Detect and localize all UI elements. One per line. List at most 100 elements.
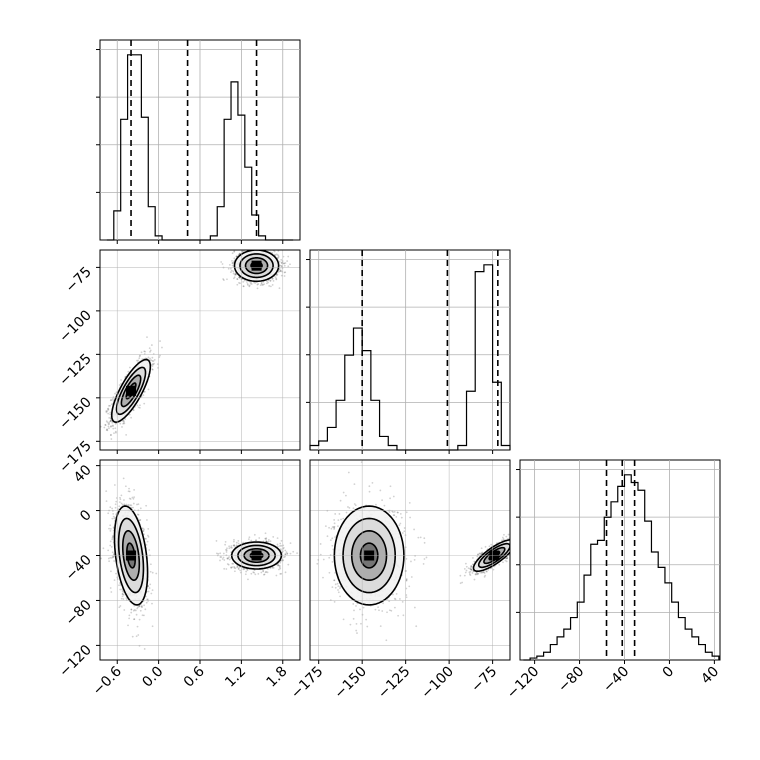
scatter-point	[265, 540, 268, 543]
scatter-point	[278, 566, 281, 569]
scatter-point	[123, 499, 125, 501]
scatter-point	[286, 552, 289, 555]
scatter-point	[223, 567, 226, 570]
scatter-point	[112, 425, 114, 428]
scatter-point	[112, 556, 115, 559]
scatter-point	[271, 278, 274, 280]
scatter-point	[136, 607, 139, 610]
scatter-point	[133, 618, 135, 621]
scatter-point	[109, 540, 112, 543]
scatter-point	[143, 390, 146, 393]
scatter-point	[238, 252, 241, 255]
scatter-point	[229, 267, 232, 270]
scatter-point	[150, 344, 153, 346]
scatter-point	[233, 276, 236, 279]
scatter-point	[120, 597, 123, 600]
scatter-point	[266, 280, 268, 283]
scatter-point	[284, 271, 287, 274]
scatter-point	[109, 544, 112, 547]
scatter-point	[112, 526, 115, 529]
scatter-point	[110, 433, 112, 436]
scatter-point	[143, 648, 146, 650]
scatter-point	[110, 419, 113, 422]
histogram-panel-2	[516, 459, 721, 661]
scatter-point	[122, 421, 125, 424]
scatter-point	[242, 285, 245, 288]
scatter-point	[276, 545, 279, 548]
scatter-point	[103, 426, 106, 429]
scatter-point	[283, 271, 286, 274]
scatter-point	[115, 572, 117, 575]
scatter-point	[228, 264, 231, 266]
scatter-point	[238, 246, 240, 248]
scatter-point	[112, 513, 115, 515]
scatter-point	[277, 254, 279, 256]
scatter-point	[137, 503, 140, 506]
scatter-point	[151, 363, 154, 366]
scatter-point	[128, 413, 131, 416]
scatter-point	[224, 543, 227, 546]
scatter-point	[134, 609, 137, 612]
scatter-point	[127, 370, 130, 373]
scatter-point	[233, 273, 236, 276]
scatter-point	[112, 535, 114, 537]
scatter-point	[121, 595, 124, 598]
scatter-point	[109, 411, 112, 414]
scatter-point	[122, 598, 125, 600]
scatter-point	[109, 527, 112, 530]
scatter-point	[128, 487, 130, 490]
scatter-point	[235, 255, 238, 258]
scatter-point	[248, 284, 251, 287]
scatter-point	[251, 246, 253, 248]
histogram-steps	[309, 264, 511, 451]
scatter-point	[149, 563, 152, 566]
scatter-point	[231, 259, 233, 262]
scatter-point	[138, 355, 141, 358]
scatter-point	[289, 263, 291, 266]
scatter-point	[115, 500, 118, 503]
scatter-point	[149, 357, 151, 360]
scatter-point	[133, 489, 136, 491]
scatter-panel-0-1	[99, 246, 301, 451]
scatter-point	[108, 421, 111, 424]
scatter-point	[272, 279, 275, 282]
scatter-point	[114, 427, 117, 430]
scatter-point	[278, 568, 280, 571]
scatter-point	[234, 567, 237, 570]
scatter-point	[140, 605, 143, 608]
scatter-point	[276, 273, 279, 276]
scatter-point	[249, 282, 252, 285]
scatter-point	[253, 533, 256, 536]
scatter-point	[236, 566, 239, 569]
scatter-point	[253, 571, 256, 574]
scatter-point	[245, 246, 247, 248]
scatter-point	[108, 560, 111, 563]
scatter-point	[123, 420, 126, 423]
scatter-point	[107, 407, 110, 410]
scatter-point	[264, 537, 267, 540]
scatter-point	[109, 506, 112, 509]
scatter-point	[275, 277, 278, 280]
scatter-point	[147, 534, 149, 537]
scatter-point	[138, 604, 141, 607]
scatter-point	[280, 261, 283, 264]
scatter-point	[119, 496, 121, 499]
scatter-point	[129, 498, 132, 500]
scatter-point	[234, 272, 237, 275]
scatter-point	[241, 250, 244, 253]
scatter-point	[279, 573, 282, 575]
scatter-point	[133, 618, 136, 621]
scatter-point	[246, 281, 248, 283]
scatter-point	[151, 571, 154, 574]
scatter-point	[123, 422, 126, 425]
scatter-point	[125, 597, 128, 600]
scatter-point	[124, 418, 127, 421]
scatter-point	[245, 570, 248, 573]
scatter-point	[107, 423, 110, 425]
scatter-point	[109, 425, 112, 428]
scatter-point	[114, 392, 116, 395]
scatter-point	[233, 250, 236, 253]
scatter-point	[232, 540, 235, 543]
scatter-point	[280, 265, 283, 268]
scatter-point	[151, 368, 154, 371]
